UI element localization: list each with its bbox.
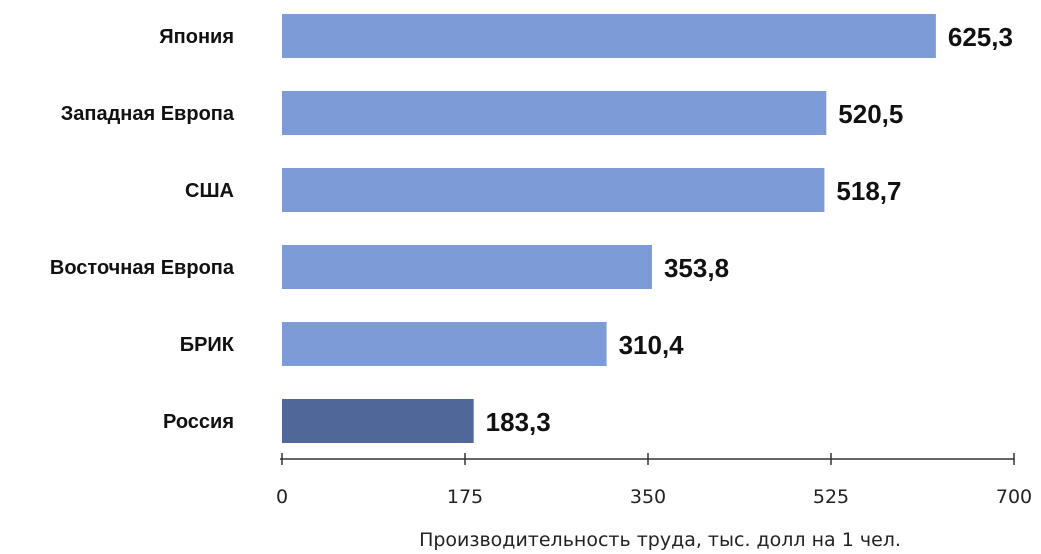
value-label: 183,3 — [486, 407, 551, 437]
value-label: 353,8 — [664, 253, 729, 283]
bar-западная-европа — [282, 91, 827, 135]
x-tick-label: 700 — [996, 486, 1032, 508]
category-label: Западная Европа — [61, 103, 235, 125]
x-tick-label: 0 — [276, 486, 288, 508]
x-tick-label: 175 — [447, 486, 483, 508]
value-label: 310,4 — [619, 330, 685, 360]
bars-group — [282, 14, 936, 443]
x-tick-label: 350 — [630, 486, 666, 508]
bar-брик — [282, 322, 607, 366]
bar-япония — [282, 14, 936, 58]
x-axis: 0 175 350 525 700 — [276, 453, 1032, 508]
x-tick-label: 525 — [813, 486, 849, 508]
category-label: Япония — [159, 26, 234, 48]
bar-сша — [282, 168, 825, 212]
value-labels-group: 625,3 520,5 518,7 353,8 310,4 183,3 — [486, 22, 1013, 437]
category-label: Восточная Европа — [50, 257, 235, 279]
category-label: Россия — [163, 411, 234, 433]
x-axis-title: Производительность труда, тыс. долл на 1… — [419, 529, 901, 551]
value-label: 520,5 — [838, 99, 903, 129]
bar-россия — [282, 399, 474, 443]
category-label: БРИК — [180, 334, 235, 356]
value-label: 518,7 — [836, 176, 901, 206]
bar-восточная-европа — [282, 245, 652, 289]
value-label: 625,3 — [948, 22, 1013, 52]
category-labels-group: Япония Западная Европа США Восточная Европа… — [50, 26, 235, 433]
category-label: США — [185, 180, 234, 202]
